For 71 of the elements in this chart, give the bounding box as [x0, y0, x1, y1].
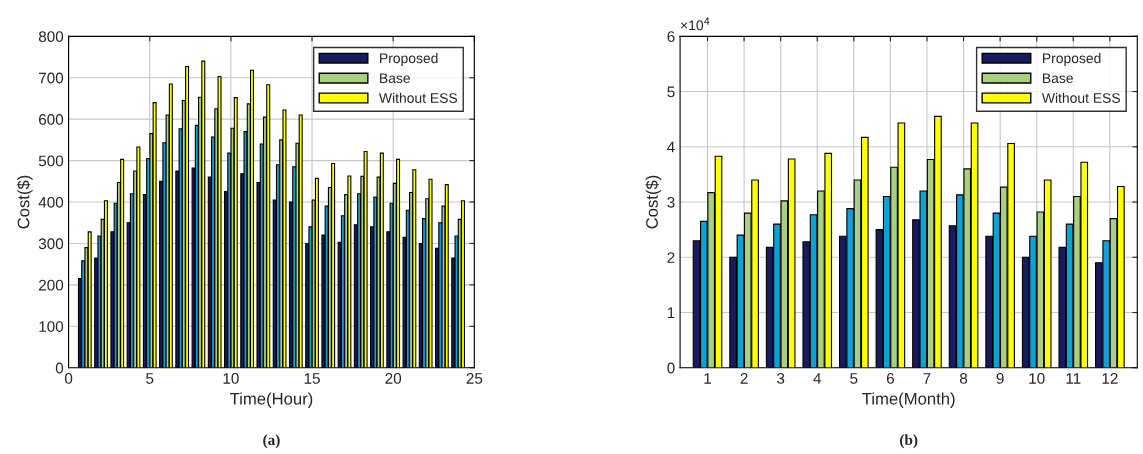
text: (b)	[900, 434, 918, 449]
y-tick-label: 500	[38, 155, 64, 167]
x-tick-label: 25	[466, 373, 483, 384]
y-tick-label: 5	[667, 86, 675, 98]
bar	[298, 114, 303, 368]
bar	[120, 158, 125, 368]
y-tick-label: 300	[38, 238, 64, 250]
bar	[249, 69, 255, 368]
bar	[331, 162, 336, 368]
y-axis-title: Cost($)	[645, 175, 662, 229]
x-tick-label: 8	[959, 373, 968, 384]
y-tick-label: 200	[39, 279, 64, 291]
x-tick-label: 20	[385, 373, 402, 384]
x-tick-label: 10	[223, 373, 239, 384]
y-tick-label: 700	[39, 72, 64, 84]
x-tick-label: 5	[146, 373, 154, 384]
y-tick-label: 4	[667, 141, 675, 153]
legend-label: Proposed	[380, 52, 438, 66]
legend-label: Without ESS	[379, 92, 458, 103]
y-tick-label: 600	[39, 114, 64, 125]
text: ×10$^{4}$	[681, 17, 710, 31]
y-tick-label: 3	[667, 196, 675, 208]
x-axis-title: Time(Hour)	[230, 392, 313, 408]
bar	[233, 97, 238, 368]
x-tick-label: 12	[1102, 373, 1118, 384]
legend-label: Proposed	[1043, 52, 1101, 66]
bar	[379, 152, 384, 368]
y-tick-label: 0	[55, 362, 64, 374]
bar	[428, 178, 433, 368]
bar	[460, 200, 465, 368]
bar	[168, 83, 173, 368]
x-tick-label: 11	[1066, 373, 1081, 384]
y-tick-label: 1	[667, 307, 675, 319]
x-tick-label: 9	[996, 373, 1004, 384]
bar	[363, 150, 368, 368]
y-tick-label: 800	[38, 31, 64, 43]
x-tick-label: 7	[923, 373, 931, 384]
y-tick-label: 0	[667, 362, 675, 374]
y-tick-label: 400	[38, 196, 64, 208]
legend-label: Base	[1043, 73, 1073, 84]
y-tick-label: 100	[39, 321, 64, 332]
legend-label: Without ESS	[1041, 92, 1120, 103]
bar	[136, 146, 141, 368]
bar	[266, 84, 271, 368]
bar	[185, 66, 190, 368]
y-axis-title: Cost($)	[16, 175, 33, 229]
legend-label: Base	[380, 73, 410, 84]
text: (a)	[263, 434, 280, 449]
bar	[217, 75, 222, 368]
bar	[282, 109, 287, 368]
x-tick-label: 0	[64, 373, 73, 384]
bar	[412, 169, 417, 368]
y-tick-label: 2	[667, 252, 675, 263]
x-axis-title: Time(Month)	[862, 392, 955, 408]
bar	[444, 184, 449, 368]
bar	[103, 200, 108, 368]
x-tick-label: 1	[704, 373, 712, 384]
x-tick-label: 15	[304, 373, 320, 384]
bar	[201, 60, 206, 368]
bar	[87, 231, 92, 368]
x-tick-label: 3	[777, 373, 785, 384]
bar	[396, 158, 401, 368]
x-tick-label: 5	[850, 373, 858, 384]
y-tick-label: 6	[667, 31, 675, 43]
x-tick-label: 4	[813, 373, 822, 384]
x-tick-label: 6	[886, 373, 894, 384]
bar	[152, 102, 157, 368]
bar	[347, 175, 352, 368]
x-tick-label: 10	[1029, 373, 1045, 384]
x-tick-label: 2	[740, 373, 748, 384]
bar	[314, 177, 319, 368]
